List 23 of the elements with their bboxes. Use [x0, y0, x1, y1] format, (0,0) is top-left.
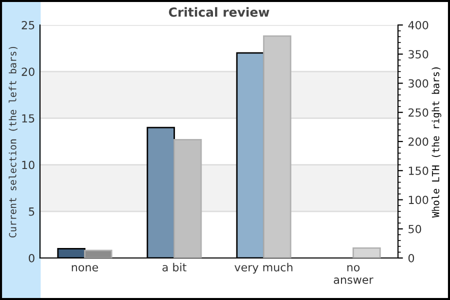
y2-tick-label: 100: [408, 196, 428, 204]
y2-tick-label: 200: [408, 137, 428, 146]
chart-title: Critical review: [168, 7, 270, 17]
y2-tick-label: 250: [408, 108, 428, 117]
x-tick-label: a bit: [162, 262, 186, 272]
y2-tick-label: 350: [408, 50, 428, 59]
y2-axis-title: Whole LTH (the right bars): [432, 67, 442, 218]
y-tick-label: 10: [22, 160, 34, 170]
x-tick-label: no answer: [334, 265, 374, 284]
bar: [352, 247, 381, 258]
y-tick-label: 15: [22, 114, 34, 123]
x-tick-label: very much: [234, 262, 292, 274]
y-tick-label: 0: [28, 254, 34, 262]
y2-tick-label: 400: [408, 20, 428, 30]
y-tick-label: 20: [22, 68, 34, 76]
y-tick-label: 25: [22, 20, 34, 30]
y2-tick-label: 150: [408, 166, 428, 176]
x-tick-label: none: [72, 265, 98, 272]
y-tick-label: 5: [28, 208, 34, 216]
y2-tick-label: 0: [408, 254, 414, 262]
y-axis-title: Current selection (the left bars): [8, 46, 18, 238]
y2-tick-label: 50: [408, 224, 422, 234]
y2-tick-label: 300: [408, 79, 428, 88]
